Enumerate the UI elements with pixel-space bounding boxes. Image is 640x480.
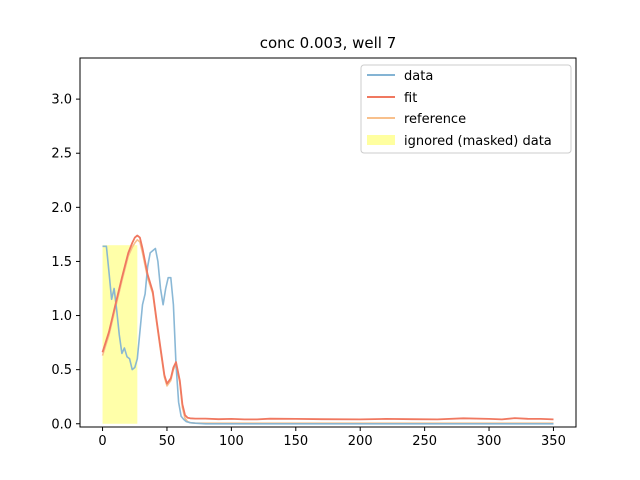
legend-label-fit: fit	[404, 91, 417, 106]
y-tick-label: 0.0	[51, 417, 72, 432]
y-tick-label: 2.5	[51, 147, 72, 162]
axes-frame	[79, 57, 577, 428]
axes: 0 50 100 150 200 250 300 350 0.0 0.5 1.0 1.5 2.0 2.5 3…	[51, 57, 577, 449]
x-tick-label: 0	[98, 434, 106, 449]
x-tick-label: 150	[283, 434, 308, 449]
series-line-fit	[101, 234, 554, 421]
legend-box	[360, 64, 572, 154]
x-tick-label: 200	[348, 434, 373, 449]
y-tick-label: 2.0	[51, 201, 72, 216]
x-tick-label: 50	[159, 434, 176, 449]
x-tick-label: 250	[412, 434, 437, 449]
series-line-data	[102, 245, 554, 425]
plot-area	[101, 234, 554, 425]
legend-label-reference: reference	[404, 112, 466, 127]
y-tick-label: 1.5	[51, 255, 72, 270]
legend-label-masked: ignored (masked) data	[404, 134, 552, 149]
x-tick-label: 300	[477, 434, 502, 449]
y-tick-label: 3.0	[51, 93, 72, 108]
legend-label-data: data	[404, 69, 433, 84]
chart-title: conc 0.003, well 7	[260, 34, 397, 52]
legend: data fit reference ignored (masked) data	[360, 64, 572, 154]
y-tick-label: 0.5	[51, 363, 72, 378]
x-tick-label: 100	[219, 434, 244, 449]
x-tick-label: 350	[541, 434, 566, 449]
y-tick-label: 1.0	[51, 309, 72, 324]
legend-swatch-masked	[367, 135, 395, 145]
